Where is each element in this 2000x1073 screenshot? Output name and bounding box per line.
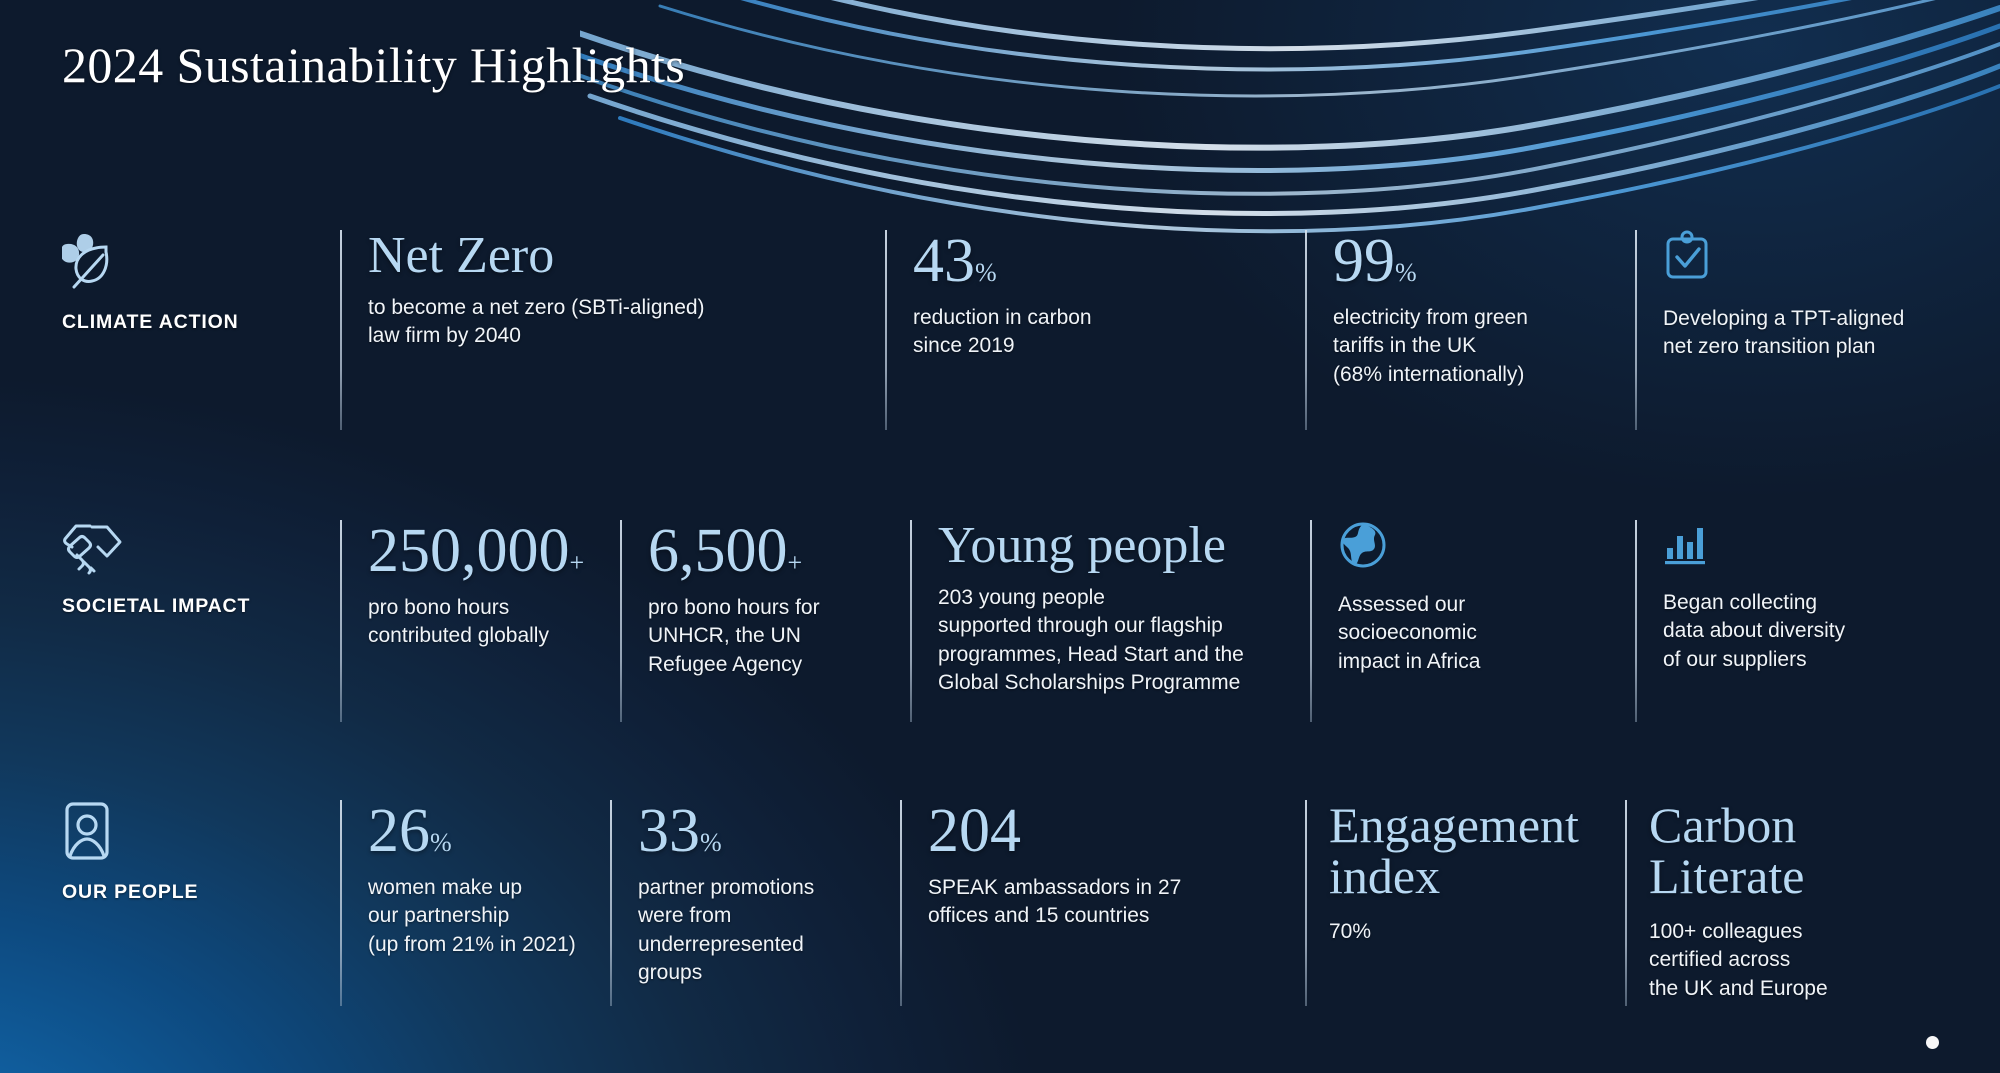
- stat-col-women-partnership: 26% women make up our partnership (up fr…: [340, 800, 610, 1007]
- stat-value-wrap: 99%: [1333, 230, 1635, 292]
- stat-description: 203 young people supported through our f…: [938, 586, 1244, 695]
- stat-description: reduction in carbon since 2019: [913, 306, 1092, 358]
- stat-description: women make up our partnership: [368, 876, 523, 928]
- row-societal-impact: SOCIETAL IMPACT 250,000+ pro bono hours …: [0, 520, 2000, 740]
- stat-value: Carbon Literate: [1649, 797, 1805, 904]
- category-climate-action: CLIMATE ACTION: [0, 230, 340, 334]
- stat-description: Began collecting data about diversity of…: [1663, 591, 1846, 671]
- stat-suffix: %: [700, 828, 722, 857]
- stat-col-young-people: Young people 203 young people supported …: [910, 517, 1310, 723]
- stat-col-engagement-index: Engagement index 70%: [1305, 797, 1625, 1007]
- stat-value: 204: [928, 797, 1021, 865]
- stat-col-tpt-transition-plan: Developing a TPT-aligned net zero transi…: [1635, 230, 1975, 430]
- stat-col-socioeconomic-africa: Assessed our socioeconomic impact in Afr…: [1310, 520, 1635, 723]
- stat-col-pro-bono-unhcr: 6,500+ pro bono hours for UNHCR, the UN …: [620, 520, 910, 723]
- stat-description: Developing a TPT-aligned net zero transi…: [1663, 307, 1905, 359]
- stat-suffix: +: [569, 548, 585, 577]
- category-label: SOCIETAL IMPACT: [62, 595, 251, 617]
- stat-value-wrap: 33%: [638, 800, 900, 862]
- stat-description: 100+ colleagues certified across the UK …: [1649, 920, 1828, 1000]
- stat-description: to become a net zero (SBTi-aligned) law …: [368, 296, 705, 348]
- stat-description: 70%: [1329, 920, 1372, 943]
- stat-value: 33: [638, 797, 700, 865]
- category-label: OUR PEOPLE: [62, 881, 199, 903]
- stat-value: Young people: [938, 517, 1226, 574]
- stat-col-net-zero: Net Zero to become a net zero (SBTi-alig…: [340, 227, 885, 430]
- stat-col-carbon-literate: Carbon Literate 100+ colleagues certifie…: [1625, 797, 1975, 1007]
- category-label: CLIMATE ACTION: [62, 311, 239, 333]
- stat-suffix: +: [787, 548, 803, 577]
- category-societal-impact: SOCIETAL IMPACT: [0, 520, 340, 618]
- stat-value-wrap: 6,500+: [648, 520, 910, 582]
- stat-value: 250,000: [368, 517, 570, 585]
- stat-suffix: %: [975, 258, 997, 287]
- stat-col-carbon-reduction: 43% reduction in carbon since 2019: [885, 230, 1305, 430]
- row-our-people: OUR PEOPLE 26% women make up our partner…: [0, 800, 2000, 1030]
- stat-note: (up from 21% in 2021): [368, 932, 576, 956]
- stat-description: pro bono hours contributed globally: [368, 596, 549, 648]
- stat-value: 43: [913, 227, 975, 295]
- stat-value-wrap: 26%: [368, 800, 610, 862]
- stat-description: partner promotions were from underrepres…: [638, 876, 815, 985]
- stat-value-wrap: 204: [928, 800, 1305, 862]
- handshake-icon: [62, 520, 340, 581]
- category-our-people: OUR PEOPLE: [0, 800, 340, 904]
- stat-value: 6,500: [648, 517, 788, 585]
- leaf-icon: [60, 230, 340, 297]
- stat-col-supplier-diversity: Began collecting data about diversity of…: [1635, 520, 1965, 723]
- stat-description: Assessed our socioeconomic impact in Afr…: [1338, 593, 1481, 673]
- stat-value: Net Zero: [368, 227, 555, 284]
- decorative-wave-graphic: [580, 0, 2000, 234]
- stat-col-green-electricity: 99% electricity from green tariffs in th…: [1305, 230, 1635, 431]
- person-card-icon: [62, 800, 340, 867]
- stat-description: electricity from green tariffs in the UK: [1333, 306, 1528, 358]
- stat-suffix: %: [1395, 258, 1417, 287]
- slide-indicator-dot[interactable]: [1926, 1036, 1939, 1049]
- stat-note: (68% internationally): [1333, 362, 1525, 386]
- stat-col-pro-bono-global: 250,000+ pro bono hours contributed glob…: [340, 520, 620, 722]
- clipboard-check-icon: [1663, 230, 1975, 289]
- stat-suffix: %: [430, 828, 452, 857]
- page-title: 2024 Sustainability Highlights: [62, 37, 686, 93]
- stat-value-wrap: 43%: [913, 230, 1305, 292]
- stat-description: pro bono hours for UNHCR, the UN Refugee…: [648, 596, 820, 676]
- globe-icon: [1338, 520, 1635, 575]
- stat-value: 99: [1333, 227, 1395, 295]
- bar-chart-icon: [1663, 520, 1965, 573]
- stat-value: Engagement index: [1329, 797, 1579, 904]
- row-climate-action: CLIMATE ACTION Net Zero to become a net …: [0, 230, 2000, 450]
- stat-col-speak-ambassadors: 204 SPEAK ambassadors in 27 offices and …: [900, 800, 1305, 1006]
- stat-value: 26: [368, 797, 430, 865]
- stat-col-partner-promotions: 33% partner promotions were from underre…: [610, 800, 900, 1007]
- stat-value-wrap: 250,000+: [368, 520, 620, 582]
- stat-description: SPEAK ambassadors in 27 offices and 15 c…: [928, 876, 1182, 928]
